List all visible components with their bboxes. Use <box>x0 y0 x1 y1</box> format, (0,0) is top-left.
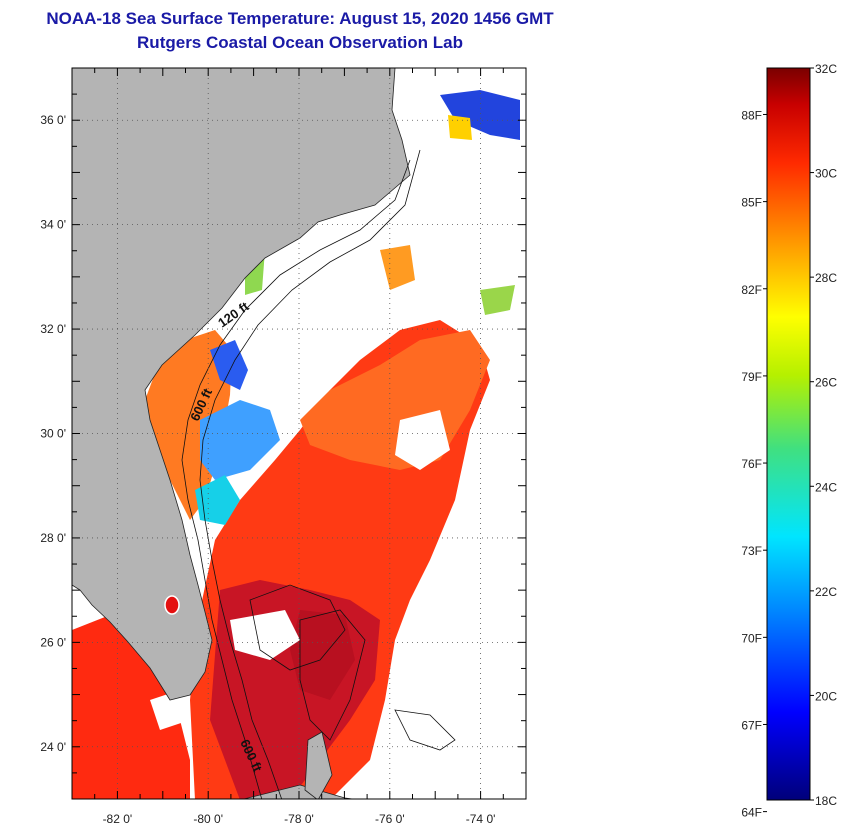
map-grid <box>72 68 526 799</box>
us-southeast-coast <box>72 68 411 701</box>
sst-north-patch <box>440 90 520 140</box>
contour-line <box>249 584 346 671</box>
map-subtitle: Rutgers Coastal Ocean Observation Lab <box>137 33 463 52</box>
contour-line <box>299 609 366 741</box>
fahrenheit-label: 73F <box>741 544 762 558</box>
cloud-gap <box>395 410 450 470</box>
contour-line <box>394 709 456 751</box>
fahrenheit-label: 64F <box>741 806 762 820</box>
axis-ticks <box>71 67 527 800</box>
celsius-label: 24C <box>815 480 837 494</box>
lon-tick-label: -76 0' <box>375 812 405 826</box>
sst-cool-upwelling <box>195 475 240 525</box>
sst-cool-upwelling <box>200 400 280 480</box>
lat-tick-label: 24 0' <box>40 740 66 754</box>
celsius-label: 22C <box>815 585 837 599</box>
lake-okeechobee <box>164 595 180 615</box>
sst-mixed-patch <box>380 245 415 290</box>
sst-gulf-region <box>72 615 190 799</box>
celsius-label: 26C <box>815 376 837 390</box>
sst-cool-upwelling <box>210 340 248 390</box>
fahrenheit-label: 88F <box>741 108 762 122</box>
cloud-gap <box>440 530 480 580</box>
bathymetry-contours <box>181 149 456 799</box>
celsius-label: 32C <box>815 62 837 76</box>
colorbar: 32C 30C 28C 26C 24C 22C 20C 18C 88F 85F 82F 79F 76F 7… <box>741 62 837 820</box>
fahrenheit-label: 76F <box>741 457 762 471</box>
landmass <box>72 68 411 799</box>
lat-tick-label: 34 0' <box>40 218 66 232</box>
celsius-label: 18C <box>815 794 837 808</box>
sst-mixed-patch <box>480 285 515 315</box>
fahrenheit-label: 85F <box>741 196 762 210</box>
celsius-label: 28C <box>815 271 837 285</box>
sea-surface-temperature-map: 120 ft 600 ft 600 ft <box>72 68 526 799</box>
fahrenheit-label: 67F <box>741 718 762 732</box>
axis-tick-labels: 24 0' 26 0' 28 0' 30 0' 32 0' 34 0' 36 0' -82 0… <box>40 113 495 826</box>
lat-tick-label: 30 0' <box>40 427 66 441</box>
lat-tick-label: 32 0' <box>40 322 66 336</box>
sst-north-patch <box>448 115 472 140</box>
lon-tick-label: -74 0' <box>466 812 496 826</box>
bahamas-island <box>304 731 333 799</box>
cloud-gap <box>230 610 300 660</box>
cloud-gap <box>150 690 190 730</box>
fahrenheit-label: 82F <box>741 283 762 297</box>
lon-tick-label: -78 0' <box>284 812 314 826</box>
lat-tick-label: 28 0' <box>40 531 66 545</box>
fahrenheit-label: 70F <box>741 631 762 645</box>
lat-tick-label: 36 0' <box>40 113 66 127</box>
sst-field <box>72 90 520 799</box>
fahrenheit-label: 79F <box>741 370 762 384</box>
map-title: NOAA-18 Sea Surface Temperature: August … <box>46 9 554 28</box>
lat-tick-label: 26 0' <box>40 635 66 649</box>
lon-tick-label: -82 0' <box>103 812 133 826</box>
contour-line <box>199 149 421 799</box>
colorbar-gradient <box>766 67 811 801</box>
lon-tick-label: -80 0' <box>193 812 223 826</box>
celsius-label: 20C <box>815 689 837 703</box>
contour-line <box>181 159 411 799</box>
celsius-label: 30C <box>815 167 837 181</box>
sst-hot-region <box>290 610 355 700</box>
colorbar-labels: 32C 30C 28C 26C 24C 22C 20C 18C 88F 85F 82F 79F 76F 7… <box>741 62 837 820</box>
cuba-coast <box>242 784 356 799</box>
